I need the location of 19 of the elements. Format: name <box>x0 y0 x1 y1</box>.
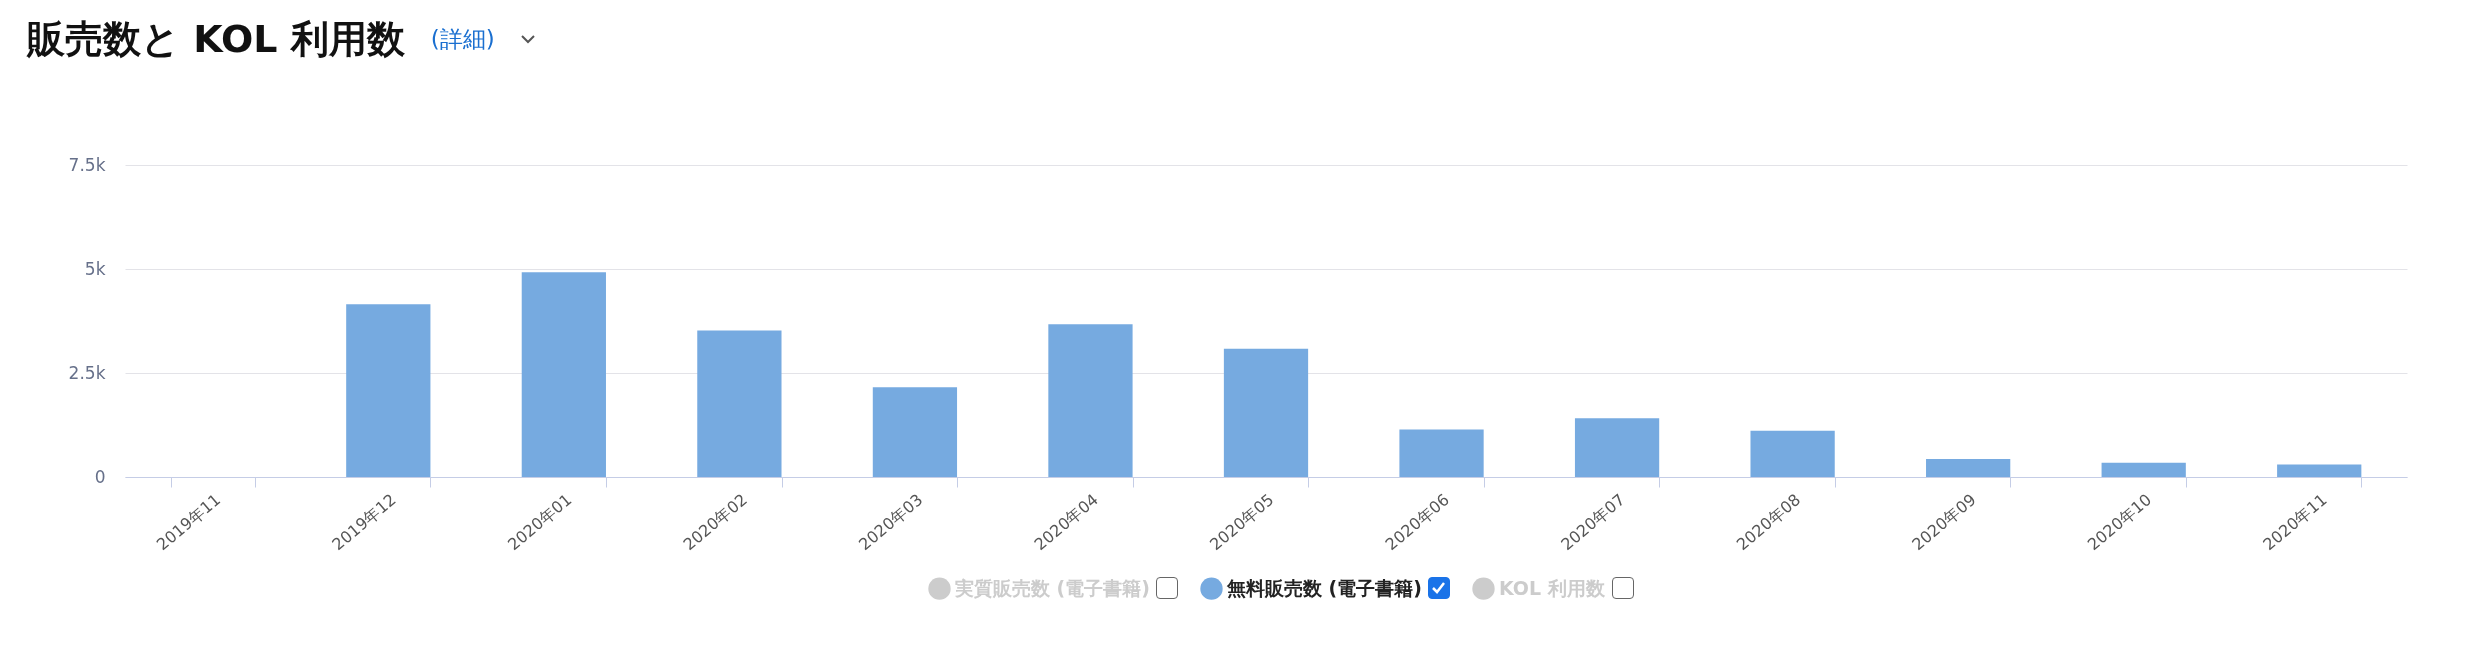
bar <box>2101 462 2186 477</box>
text: (詳細) <box>430 25 495 54</box>
bar <box>872 387 958 477</box>
chart-title: 販売数と KOL 利用数 <box>27 16 405 63</box>
y-tick-label: 7.5k <box>68 154 106 175</box>
y-tick-label: 5k <box>84 258 106 279</box>
bar <box>1750 430 1835 477</box>
bar <box>521 272 606 477</box>
bar <box>346 304 431 477</box>
bar <box>1399 429 1484 477</box>
bar <box>697 330 782 477</box>
y-tick-label: 0 <box>94 466 106 487</box>
bar <box>1926 459 2011 477</box>
legend-label: 無料販売数 (電子書籍) <box>1226 576 1422 599</box>
bar <box>2277 464 2362 477</box>
bar <box>1223 348 1309 477</box>
y-tick-label: 2.5k <box>68 362 106 383</box>
bar <box>1048 324 1133 477</box>
bar <box>1574 418 1660 477</box>
